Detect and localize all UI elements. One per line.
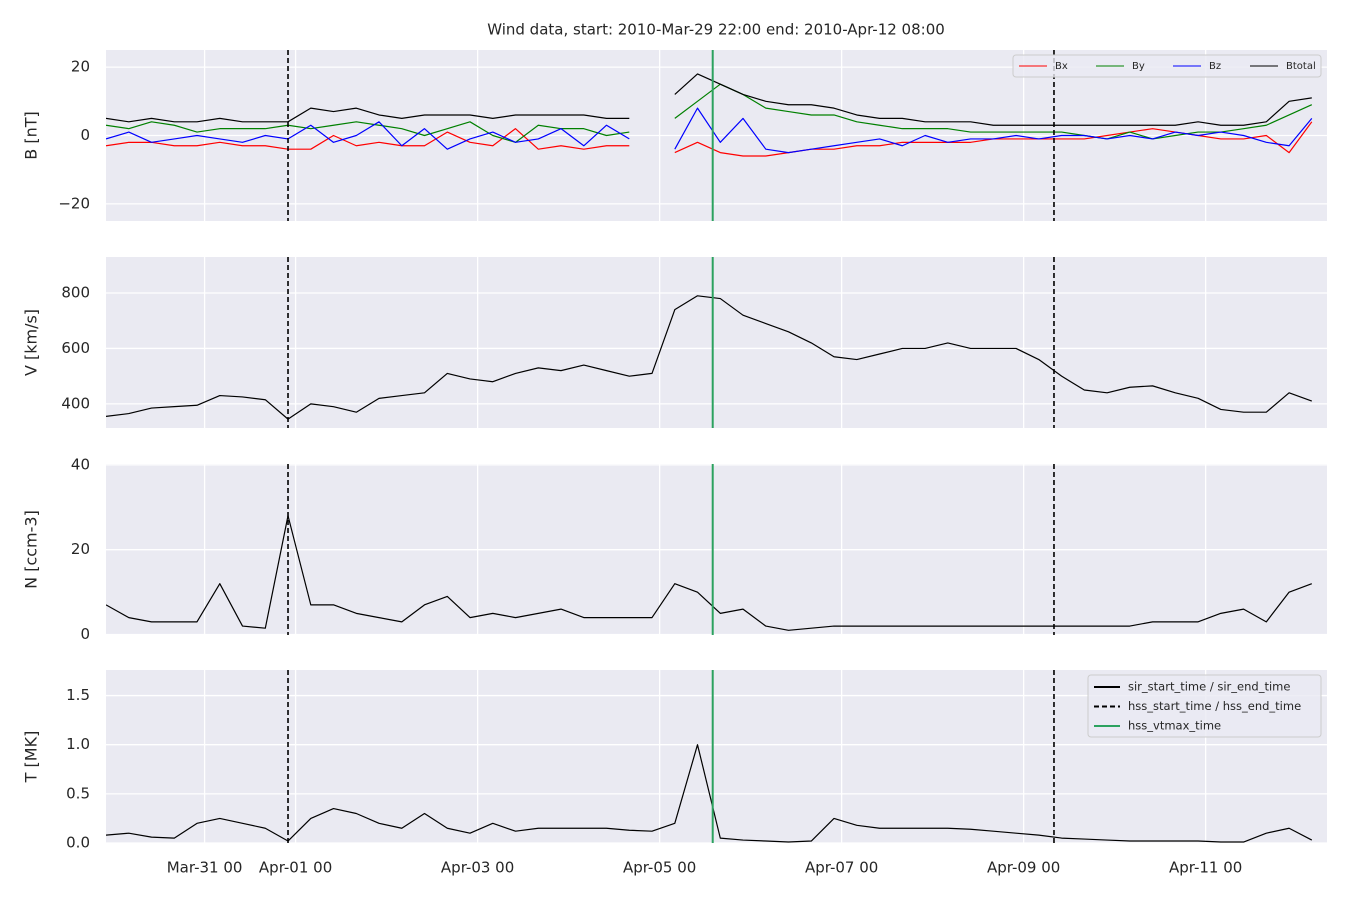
- x-tick-label: Apr-11 00: [1169, 859, 1242, 877]
- series-line: [106, 83, 1313, 143]
- y-tick-label: 1.5: [66, 686, 90, 704]
- legend-label: sir_start_time / sir_end_time: [1128, 680, 1290, 694]
- y-tick-label: 40: [71, 455, 90, 473]
- series-line: [106, 73, 1312, 126]
- plot-area: [106, 257, 1313, 428]
- legend-label: Btotal: [1286, 61, 1316, 72]
- plot-area: [106, 464, 1313, 635]
- x-tick-label: Apr-05 00: [623, 859, 696, 877]
- chart-title: Wind data, start: 2010-Mar-29 22:00 end:…: [487, 21, 945, 39]
- x-tick-label: Mar-31 00: [167, 859, 243, 877]
- legend: sir_start_time / sir_end_time hss_start_t…: [1087, 674, 1322, 738]
- y-axis-label: B [nT]: [22, 111, 41, 159]
- legend-label: By: [1132, 61, 1145, 72]
- plot-area: [106, 670, 1313, 843]
- y-tick-label: 1.0: [66, 735, 90, 753]
- series-line: [106, 107, 1313, 154]
- y-tick-label: 400: [61, 394, 90, 412]
- series-line: [106, 515, 1313, 631]
- y-tick-label: 0.0: [66, 834, 90, 852]
- legend-label: Bz: [1209, 61, 1221, 72]
- y-tick-label: 800: [61, 284, 90, 302]
- legend: Bx By Bz Btotal: [1012, 54, 1322, 78]
- legend-label: Bx: [1055, 61, 1068, 72]
- y-tick-label: 0: [80, 126, 90, 144]
- legend-label: hss_start_time / hss_end_time: [1128, 699, 1301, 713]
- legend-box: [1012, 54, 1322, 78]
- panel-bg: [106, 257, 1327, 428]
- x-tick-label: Apr-03 00: [441, 859, 514, 877]
- x-tick-label: Apr-07 00: [805, 859, 878, 877]
- legend-label: hss_vtmax_time: [1128, 719, 1221, 733]
- y-tick-label: −20: [58, 194, 90, 212]
- x-tick-label: Apr-09 00: [987, 859, 1060, 877]
- series-line: [106, 295, 1313, 420]
- legend-box: [1087, 674, 1322, 738]
- y-tick-label: 600: [61, 339, 90, 357]
- y-tick-label: 0: [80, 625, 90, 643]
- y-tick-label: 20: [71, 540, 90, 558]
- x-tick-label: Apr-01 00: [259, 859, 332, 877]
- y-axis-label: N [ccm-3]: [22, 510, 41, 589]
- plot-area: [106, 50, 1313, 221]
- series-line: [106, 744, 1313, 843]
- y-tick-label: 0.5: [66, 784, 90, 802]
- y-axis-label: T [MK]: [22, 731, 41, 784]
- y-axis-label: V [km/s]: [22, 309, 41, 376]
- y-tick-label: 20: [71, 58, 90, 76]
